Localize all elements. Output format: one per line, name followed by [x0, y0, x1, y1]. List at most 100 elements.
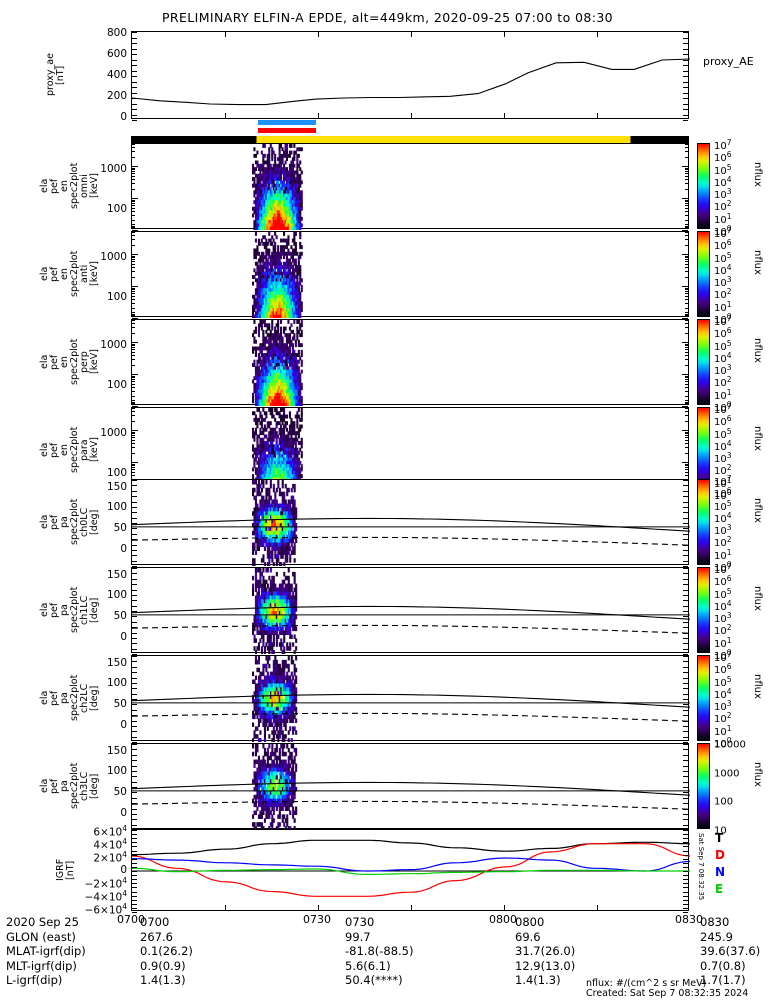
colorbar-label: 106	[714, 150, 732, 165]
axis-tick	[132, 345, 135, 347]
axis-tick	[685, 390, 688, 392]
axis-tick	[682, 374, 688, 376]
panel-pitchangle-ch3LC	[131, 743, 690, 831]
axis-tick	[685, 239, 688, 241]
ytick-energy-3: 100	[106, 467, 127, 480]
axis-tick	[132, 302, 135, 304]
igrf-legend-e: E	[715, 882, 724, 896]
colorbar-title-nflux: nflux	[752, 425, 763, 451]
axis-tick	[685, 188, 688, 190]
colorbar-label: 107	[714, 561, 732, 577]
axis-tick	[132, 555, 137, 557]
axis-tick-bottom	[411, 905, 412, 910]
colorbar-label: 102	[714, 375, 732, 390]
colorbar-7	[697, 743, 710, 829]
axis-tick	[683, 808, 688, 810]
axis-tick	[685, 199, 688, 201]
colorbar-label: 104	[714, 350, 732, 366]
ytick-pa-1: 150	[106, 568, 127, 581]
axis-tick	[683, 842, 688, 844]
axis-tick	[683, 611, 688, 612]
axis-tick	[132, 386, 135, 388]
axis-tick	[685, 332, 688, 334]
axis-tick	[683, 736, 688, 738]
axis-tick	[132, 875, 137, 877]
ytick-igrf: 2×104	[93, 849, 127, 865]
axis-tick	[132, 621, 137, 623]
axis-tick	[132, 137, 135, 139]
axis-tick	[683, 854, 688, 856]
axis-tick	[132, 291, 135, 293]
ytick-pa-2: 50	[113, 698, 127, 711]
axis-tick	[685, 263, 688, 265]
axis-tick	[685, 349, 688, 351]
axis-tick	[132, 819, 137, 821]
axis-tick	[132, 317, 135, 319]
axis-tick	[132, 315, 135, 317]
axis-tick	[132, 287, 135, 289]
axis-tick	[132, 342, 138, 344]
axis-tick	[132, 313, 135, 315]
axis-tick	[683, 506, 688, 508]
axis-tick	[132, 672, 137, 674]
axis-tick	[132, 308, 135, 310]
axis-tick	[683, 528, 688, 530]
axis-tick	[683, 92, 688, 94]
colorbar-label: 105	[714, 250, 732, 265]
axis-tick	[132, 797, 137, 799]
axis-tick	[685, 147, 688, 149]
ytick-igrf: 6×104	[93, 823, 127, 839]
xtick-0730: 0730	[302, 913, 331, 926]
axis-tick	[132, 887, 137, 889]
colorbar-label: 103	[714, 522, 732, 538]
colorbar-label: 104	[714, 686, 732, 702]
axis-tick	[685, 223, 688, 225]
axis-tick	[685, 401, 688, 403]
axis-tick	[685, 291, 688, 293]
colorbar-label: 102	[714, 287, 732, 302]
axis-tick	[685, 229, 688, 231]
axis-tick	[132, 715, 137, 717]
axis-tick	[685, 437, 688, 439]
ytick-proxy-ae: 800	[106, 27, 127, 39]
ytick-igrf: −2×104	[84, 875, 127, 891]
axis-tick	[132, 270, 135, 272]
axis-tick	[132, 866, 137, 868]
axis-tick	[685, 320, 688, 322]
axis-tick	[685, 433, 688, 435]
axis-tick	[132, 452, 135, 454]
axis-tick	[685, 266, 688, 268]
axis-tick	[132, 354, 135, 356]
axis-tick	[132, 401, 135, 403]
ytick-igrf: 0	[120, 864, 127, 876]
axis-tick	[685, 205, 688, 207]
ytick-energy-3: 1000	[100, 426, 127, 439]
axis-tick	[683, 803, 688, 805]
axis-tick	[683, 65, 688, 66]
axis-tick	[685, 203, 688, 205]
axis-tick	[683, 627, 688, 629]
colorbar-title-nflux: nflux	[752, 673, 763, 699]
ytick-pa-0: 100	[106, 501, 127, 514]
colorbar-gradient	[698, 744, 709, 828]
axis-tick	[132, 465, 135, 467]
axis-tick	[683, 605, 688, 607]
ytick-pa-2: 100	[106, 677, 127, 690]
axis-tick	[683, 787, 688, 788]
axis-tick	[683, 533, 688, 535]
axis-tick	[685, 171, 688, 173]
axis-tick	[132, 396, 135, 398]
ytick-energy-0: 100	[106, 203, 127, 216]
axis-tick	[685, 446, 688, 448]
colorbar-gradient	[698, 480, 709, 564]
axis-tick	[132, 907, 137, 909]
footer-row-label: 2020 Sep 25	[6, 915, 79, 929]
axis-tick	[132, 643, 137, 645]
axis-tick	[132, 298, 135, 300]
created-rotated-note: Sat Sep 7 08:32:35	[697, 833, 705, 901]
axis-tick	[132, 838, 137, 840]
nflux-units-note: nflux: #/(cm^2 s sr MeV)	[586, 978, 707, 989]
axis-tick	[132, 463, 135, 465]
axis-tick	[683, 744, 688, 745]
plot-trace	[132, 656, 690, 742]
